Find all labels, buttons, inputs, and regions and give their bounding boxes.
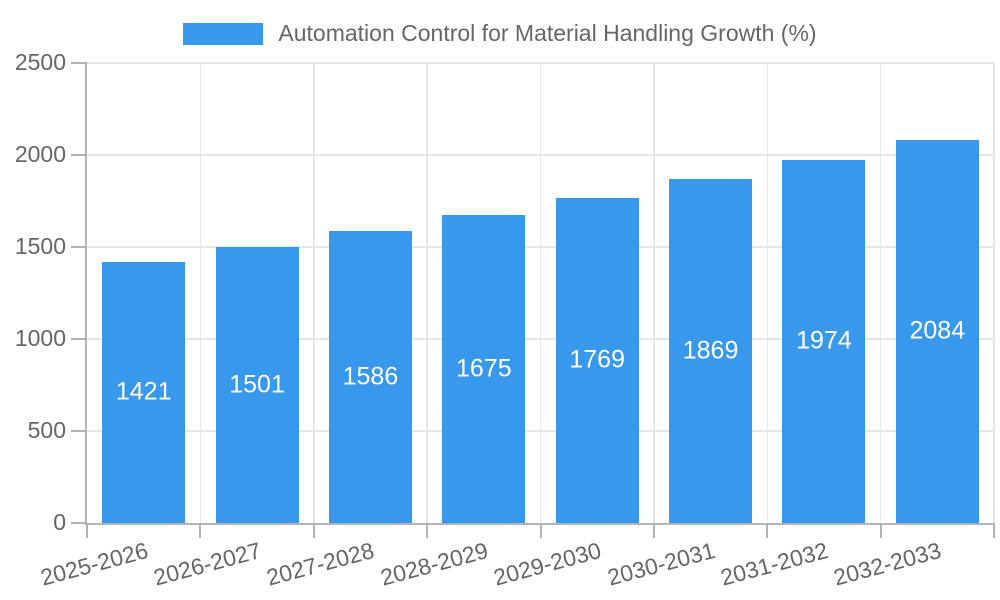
gridline-vertical [313,63,315,523]
x-axis-tick-label: 2029-2030 [490,537,604,591]
bar [782,159,866,523]
gridline-vertical [539,63,542,523]
y-axis-tick-mark [71,338,87,340]
plot-area: 1421 1501 1586 1675 1769 1869 1974 2084 [87,62,995,523]
bar [442,214,526,523]
x-axis-tick-mark [426,523,429,538]
x-axis-tick-label: 2028-2029 [377,537,491,591]
gridline-vertical [766,63,768,523]
y-axis-tick-mark [71,246,87,248]
x-axis-tick-mark [86,523,88,538]
x-axis-tick-mark [199,523,202,538]
x-axis-tick-label: 2030-2031 [604,537,718,591]
bar-value-label: 2084 [909,316,966,345]
x-axis-tick-label: 2032-2033 [831,537,945,591]
gridline-vertical [879,63,882,523]
y-axis-line [85,63,87,523]
gridline-vertical [653,63,655,523]
legend-label: Automation Control for Material Handling… [278,20,817,46]
x-axis-tick-label: 2027-2028 [264,537,378,591]
x-axis-line [85,523,994,525]
x-axis-tick-mark [993,523,995,538]
y-axis-tick-mark [71,522,87,524]
bar-value-label: 1675 [456,354,512,383]
bar-value-label: 1501 [229,370,285,399]
y-axis-tick-label: 1000 [14,325,66,351]
x-axis-tick-label: 2025-2026 [37,537,151,591]
x-axis-tick-mark [766,523,769,538]
bar-value-label: 1586 [342,362,399,391]
x-axis-tick-label: 2031-2032 [717,537,831,591]
y-axis-tick-label: 500 [27,417,66,443]
gridline-vertical [426,63,428,523]
x-axis-tick-label: 2026-2027 [150,537,264,591]
bar [215,246,299,523]
x-axis-tick-mark [539,523,542,538]
y-axis-tick-mark [71,154,87,156]
bar [669,179,753,523]
y-axis-tick-mark [71,62,87,64]
bar-value-label: 1869 [682,336,739,365]
legend-swatch [183,22,264,45]
y-axis-tick-mark [71,430,87,432]
bar-value-label: 1421 [115,377,172,406]
bar [328,231,412,523]
gridline-vertical [993,63,995,523]
legend: Automation Control for Material Handling… [0,20,1000,47]
gridline-vertical [199,63,202,523]
y-axis-tick-label: 2500 [14,49,66,75]
bar [102,261,186,523]
x-axis-tick-mark [312,523,315,538]
x-axis-tick-mark [652,523,655,538]
bar [555,197,639,523]
bar [895,139,979,523]
x-axis-tick-mark [879,523,882,538]
y-axis-tick-label: 0 [53,509,66,535]
y-axis-tick-label: 2000 [14,141,66,167]
bar-value-label: 1769 [569,345,625,374]
bar-value-label: 1974 [796,326,852,355]
y-axis-tick-label: 1500 [14,233,66,259]
